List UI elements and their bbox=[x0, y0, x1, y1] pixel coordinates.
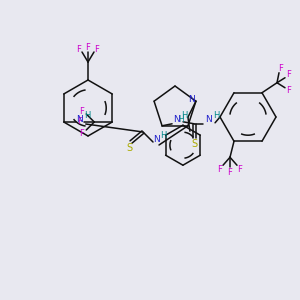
Text: S: S bbox=[126, 143, 132, 153]
Text: F: F bbox=[218, 165, 222, 174]
Text: N: N bbox=[188, 95, 195, 104]
Text: F: F bbox=[77, 116, 82, 125]
Text: F: F bbox=[279, 64, 283, 73]
Text: F: F bbox=[76, 44, 81, 53]
Text: F: F bbox=[94, 44, 99, 53]
Text: F: F bbox=[286, 86, 291, 95]
Text: F: F bbox=[286, 70, 291, 79]
Text: S: S bbox=[191, 139, 197, 149]
Text: H: H bbox=[181, 111, 187, 120]
Text: F: F bbox=[79, 106, 84, 116]
Text: F: F bbox=[228, 168, 232, 177]
Text: H: H bbox=[213, 111, 219, 120]
Text: H: H bbox=[160, 131, 166, 140]
Text: F: F bbox=[79, 128, 84, 137]
Text: F: F bbox=[238, 165, 242, 174]
Text: N: N bbox=[173, 115, 179, 124]
Text: H: H bbox=[178, 115, 184, 124]
Text: N: N bbox=[205, 115, 212, 124]
Text: H: H bbox=[85, 112, 91, 121]
Text: N: N bbox=[153, 136, 159, 145]
Text: F: F bbox=[85, 44, 90, 52]
Text: N: N bbox=[76, 116, 83, 124]
